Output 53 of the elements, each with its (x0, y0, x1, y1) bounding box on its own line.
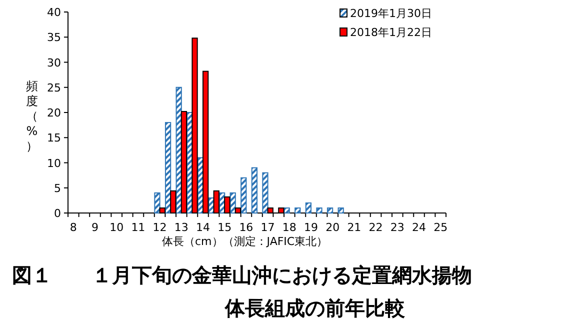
text: 図１ １月下旬の金華山沖における定置網水揚物 (12, 263, 472, 287)
bar (284, 207, 290, 214)
y-tick-label: 40 (47, 6, 61, 19)
legend-label: 2018年1月22日 (350, 26, 432, 39)
y-tick-label: 10 (47, 156, 61, 170)
bar (159, 207, 166, 214)
y-tick-label: 5 (54, 182, 61, 195)
bar (202, 70, 209, 214)
y-tick-label: 20 (47, 106, 61, 120)
text: 体長組成の前年比較 (224, 296, 406, 320)
x-tick-label: 20 (326, 221, 340, 234)
bar (262, 172, 268, 214)
y-tick-label: 30 (47, 56, 61, 70)
y-tick-label: 15 (47, 132, 61, 145)
y-axis-title: 頻度（%） (26, 79, 38, 153)
x-tick-label: 19 (304, 221, 318, 234)
x-tick-label: 17 (260, 221, 275, 234)
x-tick-label: 22 (368, 221, 383, 234)
bar (305, 202, 312, 214)
x-tick-label: 23 (390, 221, 404, 234)
x-tick-label: 18 (282, 221, 296, 234)
x-tick-label: 24 (412, 221, 426, 234)
bar (230, 192, 236, 214)
bar (192, 38, 198, 214)
x-tick-label: 21 (347, 221, 362, 234)
x-tick-label: 25 (434, 221, 448, 234)
bar (251, 167, 258, 214)
bar (234, 207, 242, 214)
bar (170, 190, 176, 214)
bar (213, 190, 220, 214)
y-tick-label: 25 (47, 81, 61, 94)
bar (164, 122, 172, 214)
x-axis-title: 体長（cm）（測定：JAFIC東北） (162, 235, 328, 248)
x-tick-label: 10 (110, 221, 124, 234)
bar (338, 207, 344, 214)
bar (294, 207, 301, 214)
x-tick-label: 12 (152, 221, 167, 234)
x-tick-label: 14 (196, 221, 210, 234)
bar (240, 177, 247, 214)
x-tick-label: 15 (218, 221, 232, 234)
bar (180, 110, 188, 214)
bar (326, 207, 334, 214)
x-tick-label: 11 (131, 221, 146, 234)
bar (224, 196, 230, 214)
bar (154, 192, 160, 214)
y-tick-label: 35 (47, 31, 61, 44)
x-tick-label: 16 (239, 221, 254, 234)
legend-label: 2019年1月30日 (350, 7, 432, 20)
y-tick-label: 0 (54, 207, 61, 220)
bar (316, 207, 322, 214)
x-tick-label: 8 (70, 221, 77, 234)
x-tick-label: 9 (92, 221, 98, 234)
x-tick-label: 13 (174, 221, 188, 234)
